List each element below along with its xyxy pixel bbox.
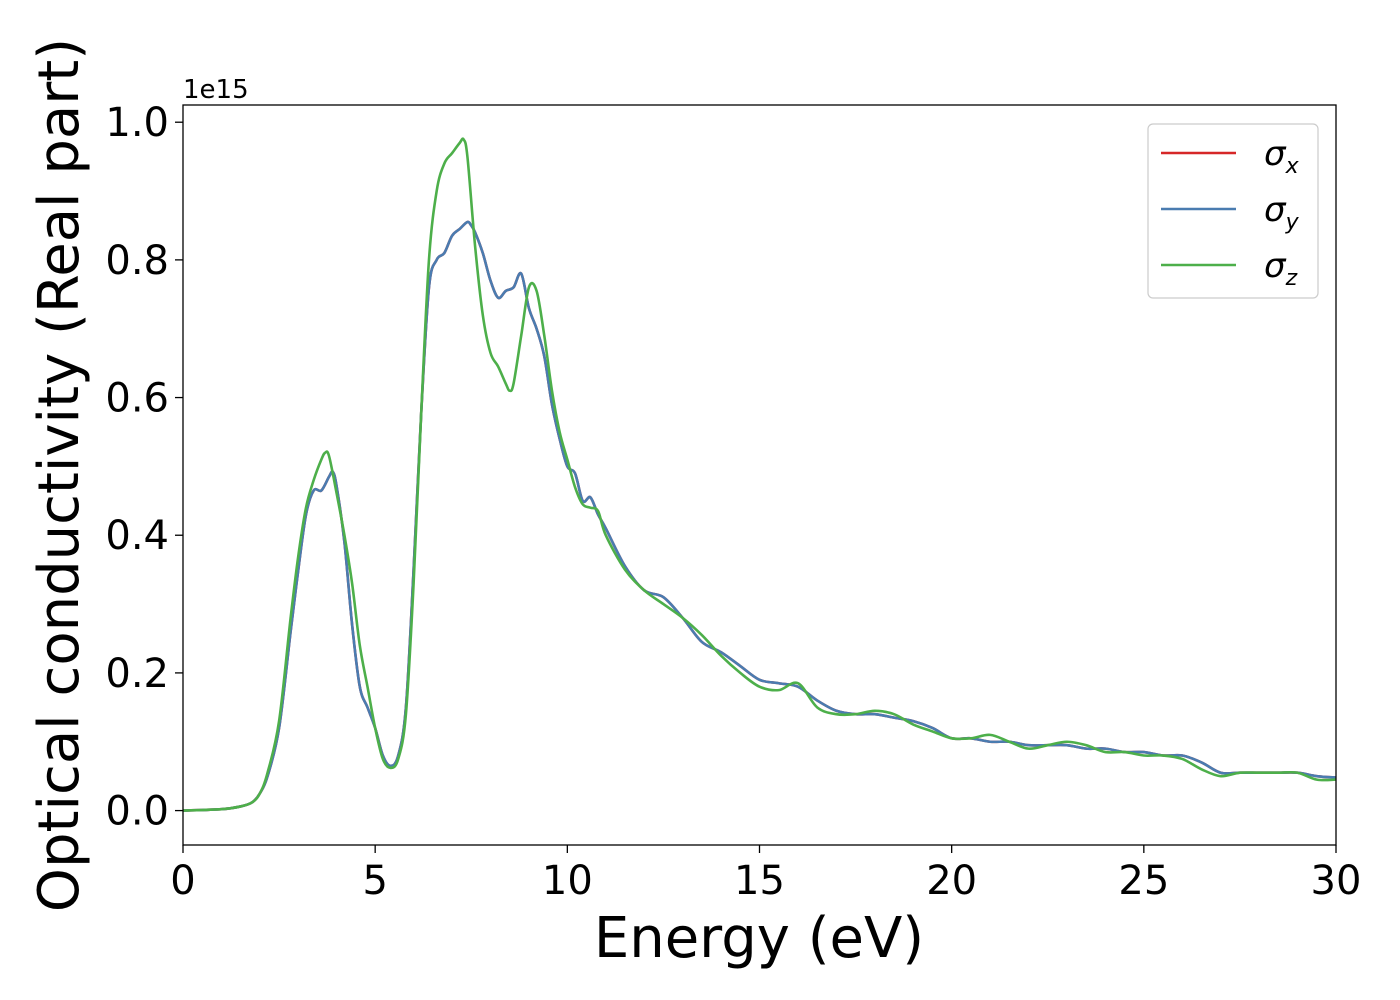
y-tick-label: 1.0 [105, 100, 169, 146]
series-line-sigma-x [183, 220, 1336, 812]
legend-box [1147, 123, 1319, 299]
y-tick-label: 0.4 [105, 513, 169, 559]
legend-label-sigma-y: σy [1264, 190, 1300, 235]
series-line-sigma-z [183, 137, 1336, 812]
y-tick-label: 0.6 [105, 376, 169, 422]
series-layer [183, 137, 1336, 812]
series-line-sigma-y [183, 220, 1336, 812]
x-tick-label: 10 [542, 858, 593, 904]
legend-label-sigma-x: σx [1264, 134, 1300, 179]
y-tick-label: 0.2 [105, 651, 169, 697]
x-tick-label: 30 [1311, 858, 1362, 904]
y-tick-label: 0.0 [105, 789, 169, 835]
x-axis-label: Energy (eV) [594, 906, 924, 971]
x-axis-ticks: 0 5 10 15 20 25 30 [170, 845, 1361, 904]
x-tick-label: 0 [170, 858, 195, 904]
legend-subscript: x [1285, 154, 1300, 179]
y-tick-label: 0.8 [105, 238, 169, 284]
legend-label-sigma-z: σz [1264, 246, 1298, 291]
x-tick-label: 20 [926, 858, 977, 904]
y-offset-text: 1e15 [183, 75, 249, 105]
x-tick-label: 25 [1118, 858, 1169, 904]
x-tick-label: 15 [734, 858, 785, 904]
x-tick-label: 5 [362, 858, 387, 904]
y-axis-ticks: 0.0 0.2 0.4 0.6 0.8 1.0 [105, 100, 183, 835]
legend-subscript: y [1285, 210, 1300, 235]
legend-symbol: σ [1264, 134, 1287, 174]
legend-symbol: σ [1264, 246, 1287, 286]
legend-symbol: σ [1264, 190, 1287, 230]
legend-subscript: z [1285, 266, 1298, 291]
y-axis-label: Optical conductivity (Real part) [27, 38, 92, 912]
